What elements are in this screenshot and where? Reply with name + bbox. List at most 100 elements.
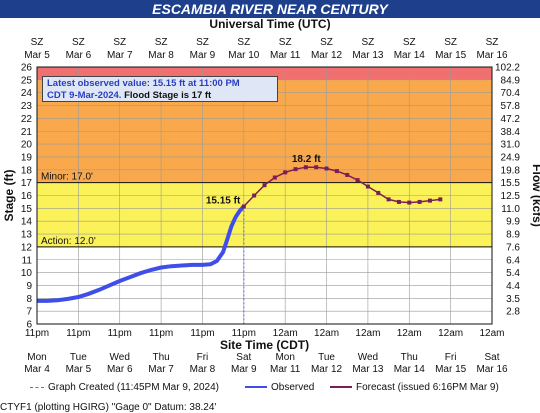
legend-forecast: Forecast (issued 6:16PM Mar 9) <box>330 382 499 393</box>
flow-tick-11: 6.4 <box>506 255 520 266</box>
axes <box>36 66 493 325</box>
flow-tick-16: 12.5 <box>501 191 521 202</box>
bottom-tick-day-10: Fri <box>445 352 457 363</box>
ytick-8: 8 <box>26 294 32 305</box>
info-flood-stage: Flood Stage is 17 ft <box>124 90 212 101</box>
ytick-14: 14 <box>21 217 33 228</box>
ytick-26: 26 <box>21 63 33 74</box>
info-box: Latest observed value: 15.15 ft at 11:00… <box>42 76 278 102</box>
top-tick-label-8: SZ <box>362 37 375 48</box>
bottom-tick-day-4: Fri <box>197 352 209 363</box>
bottom-tick-time-11: 12am <box>479 328 504 339</box>
bottom-tick-date-6: Mar 11 <box>270 364 301 375</box>
bottom-axis-title: Site Time (CDT) <box>220 338 309 352</box>
top-tick-label-5: SZ <box>237 37 250 48</box>
forecast-point-12 <box>365 184 370 189</box>
bottom-tick-day-2: Wed <box>110 352 130 363</box>
bottom-tick-date-11: Mar 16 <box>476 364 508 375</box>
bottom-tick-time-5: 11pm <box>232 328 256 339</box>
flow-tick-14: 9.9 <box>506 217 520 228</box>
chart-title: ESCAMBIA RIVER NEAR CENTURY <box>0 0 540 18</box>
bottom-tick-day-3: Thu <box>152 352 169 363</box>
flow-tick-17: 15.5 <box>501 178 521 189</box>
ytick-20: 20 <box>21 140 33 151</box>
bottom-tick-date-7: Mar 12 <box>311 364 343 375</box>
forecast-point-11 <box>355 178 360 183</box>
bottom-tick-time-9: 12am <box>397 328 422 339</box>
threshold-label-0: Minor: 17.0' <box>41 172 93 183</box>
ytick-25: 25 <box>21 75 33 86</box>
forecast-point-6 <box>303 165 308 170</box>
forecast-line-icon <box>330 386 352 389</box>
bottom-tick-day-11: Sat <box>484 352 499 363</box>
info-line-2: CDT 9-Mar-2024. Flood Stage is 17 ft <box>47 90 273 102</box>
flow-tick-25: 84.9 <box>501 75 521 86</box>
forecast-point-8 <box>324 166 329 171</box>
forecast-point-7 <box>314 165 319 170</box>
ytick-16: 16 <box>21 191 33 202</box>
bottom-tick-date-9: Mar 14 <box>394 364 426 375</box>
flow-tick-9: 4.4 <box>506 281 520 292</box>
bottom-tick-date-5: Mar 9 <box>231 364 257 375</box>
forecast-point-19 <box>438 197 443 202</box>
flow-tick-19: 24.9 <box>501 152 521 163</box>
top-tick-date-0: Mar 5 <box>24 50 50 61</box>
forecast-point-5 <box>293 167 298 172</box>
forecast-point-0 <box>241 204 246 209</box>
bottom-tick-day-5: Sat <box>236 352 251 363</box>
bottom-tick-time-0: 11pm <box>25 328 49 339</box>
ytick-12: 12 <box>21 242 33 253</box>
created-line-icon <box>30 386 44 388</box>
ytick-15: 15 <box>21 204 33 215</box>
ytick-21: 21 <box>21 127 33 138</box>
top-tick-label-0: SZ <box>31 37 44 48</box>
bottom-tick-date-1: Mar 5 <box>66 364 92 375</box>
bottom-tick-day-9: Thu <box>401 352 418 363</box>
flow-tick-13: 8.9 <box>506 230 520 241</box>
annotation-0: 15.15 ft <box>206 195 241 206</box>
observed-line-icon <box>245 386 267 389</box>
ytick-17: 17 <box>21 178 33 189</box>
top-tick-date-2: Mar 7 <box>107 50 133 61</box>
forecast-point-15 <box>396 199 401 204</box>
threshold-lines: Minor: 17.0' Action: 12.0' <box>37 172 492 248</box>
legend-observed: Observed <box>245 382 314 393</box>
bottom-tick-time-7: 12am <box>314 328 339 339</box>
forecast-point-2 <box>262 183 267 188</box>
bottom-tick-date-2: Mar 6 <box>107 364 133 375</box>
bottom-tick-date-3: Mar 7 <box>148 364 174 375</box>
top-tick-date-5: Mar 10 <box>228 50 260 61</box>
top-tick-date-6: Mar 11 <box>270 50 301 61</box>
flow-tick-21: 38.4 <box>501 127 521 138</box>
ytick-23: 23 <box>21 101 33 112</box>
top-tick-label-6: SZ <box>279 37 292 48</box>
threshold-label-1: Action: 12.0' <box>41 236 96 247</box>
y2-axis-title: Flow (kcfs) <box>530 164 540 227</box>
top-tick-label-11: SZ <box>486 37 499 48</box>
top-tick-date-9: Mar 14 <box>394 50 426 61</box>
legend: Graph Created (11:45PM Mar 9, 2024) Obse… <box>0 380 540 398</box>
ytick-18: 18 <box>21 165 33 176</box>
bottom-tick-date-10: Mar 15 <box>435 364 467 375</box>
top-tick-date-3: Mar 8 <box>148 50 174 61</box>
top-tick-date-7: Mar 12 <box>311 50 343 61</box>
bottom-tick-day-6: Mon <box>275 352 294 363</box>
bottom-tick-date-4: Mar 8 <box>190 364 216 375</box>
flow-tick-18: 19.8 <box>501 165 521 176</box>
top-tick-label-3: SZ <box>155 37 168 48</box>
forecast-point-10 <box>345 172 350 177</box>
bottom-tick-day-0: Mon <box>27 352 46 363</box>
footer-datum: CTYF1 (plotting HGIRG) "Gage 0" Datum: 3… <box>0 402 217 413</box>
bottom-tick-day-7: Tue <box>318 352 335 363</box>
forecast-point-3 <box>272 175 277 180</box>
top-tick-date-10: Mar 15 <box>435 50 467 61</box>
bottom-tick-day-8: Wed <box>358 352 378 363</box>
flow-tick-24: 70.4 <box>501 88 521 99</box>
bottom-tick-time-2: 11pm <box>108 328 132 339</box>
forecast-point-13 <box>376 190 381 195</box>
ytick-9: 9 <box>26 281 32 292</box>
flow-tick-20: 31.0 <box>501 140 521 151</box>
bottom-tick-time-3: 11pm <box>149 328 173 339</box>
forecast-point-14 <box>386 197 391 202</box>
